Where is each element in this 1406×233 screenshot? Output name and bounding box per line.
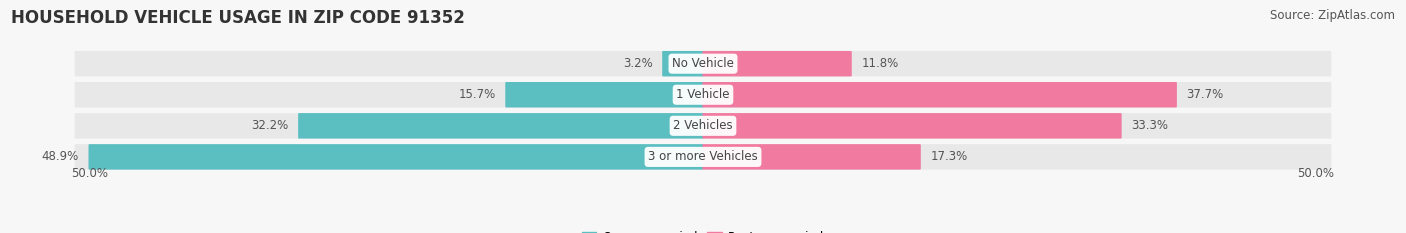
FancyBboxPatch shape	[703, 144, 921, 170]
Text: HOUSEHOLD VEHICLE USAGE IN ZIP CODE 91352: HOUSEHOLD VEHICLE USAGE IN ZIP CODE 9135…	[11, 9, 465, 27]
Text: 17.3%: 17.3%	[931, 150, 967, 163]
Text: 3.2%: 3.2%	[623, 57, 652, 70]
Text: 48.9%: 48.9%	[42, 150, 79, 163]
Legend: Owner-occupied, Renter-occupied: Owner-occupied, Renter-occupied	[578, 226, 828, 233]
FancyBboxPatch shape	[89, 144, 703, 170]
Text: 50.0%: 50.0%	[1298, 167, 1334, 180]
FancyBboxPatch shape	[298, 113, 703, 139]
FancyBboxPatch shape	[703, 82, 1331, 107]
Text: 15.7%: 15.7%	[458, 88, 496, 101]
FancyBboxPatch shape	[662, 51, 703, 76]
Text: 11.8%: 11.8%	[860, 57, 898, 70]
FancyBboxPatch shape	[703, 113, 1122, 139]
FancyBboxPatch shape	[75, 51, 703, 76]
Text: 32.2%: 32.2%	[252, 119, 288, 132]
FancyBboxPatch shape	[703, 144, 1331, 170]
Text: 2 Vehicles: 2 Vehicles	[673, 119, 733, 132]
Text: 1 Vehicle: 1 Vehicle	[676, 88, 730, 101]
FancyBboxPatch shape	[75, 144, 703, 170]
FancyBboxPatch shape	[75, 113, 703, 139]
FancyBboxPatch shape	[703, 51, 1331, 76]
FancyBboxPatch shape	[505, 82, 703, 107]
Text: 37.7%: 37.7%	[1187, 88, 1223, 101]
FancyBboxPatch shape	[75, 82, 703, 107]
Text: 33.3%: 33.3%	[1130, 119, 1168, 132]
FancyBboxPatch shape	[703, 113, 1331, 139]
Text: 50.0%: 50.0%	[72, 167, 108, 180]
Text: No Vehicle: No Vehicle	[672, 57, 734, 70]
Text: 3 or more Vehicles: 3 or more Vehicles	[648, 150, 758, 163]
Text: Source: ZipAtlas.com: Source: ZipAtlas.com	[1270, 9, 1395, 22]
FancyBboxPatch shape	[703, 51, 852, 76]
FancyBboxPatch shape	[703, 82, 1177, 107]
